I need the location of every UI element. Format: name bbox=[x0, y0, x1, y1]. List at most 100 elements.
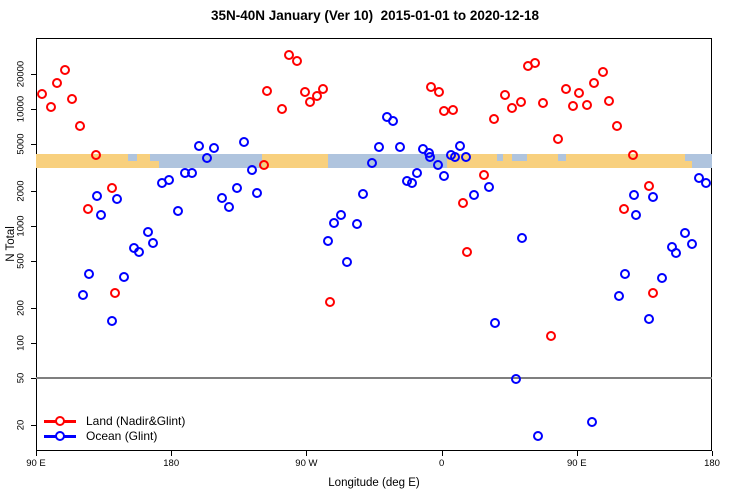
x-tick-label: 90 W bbox=[295, 458, 318, 469]
data-point-land bbox=[582, 100, 592, 111]
y-tick bbox=[31, 73, 36, 75]
legend-item-land: Land (Nadir&Glint) bbox=[44, 413, 185, 428]
data-point-ocean bbox=[432, 160, 443, 171]
data-point-ocean bbox=[111, 194, 122, 205]
legend-label-ocean: Ocean (Glint) bbox=[86, 428, 158, 443]
data-point-land bbox=[507, 102, 518, 113]
data-point-ocean bbox=[172, 206, 183, 217]
x-axis-title: Longitude (deg E) bbox=[328, 477, 420, 489]
data-point-ocean bbox=[107, 316, 117, 327]
data-point-ocean bbox=[209, 142, 219, 153]
y-tick-label: 20000 bbox=[15, 60, 27, 87]
data-point-land bbox=[553, 133, 564, 144]
data-point-ocean bbox=[656, 272, 667, 283]
band-patch-land bbox=[150, 161, 160, 168]
data-point-ocean bbox=[336, 210, 347, 221]
ocean-series-marker-icon bbox=[44, 430, 76, 441]
data-point-land bbox=[259, 160, 270, 171]
data-point-ocean bbox=[701, 178, 712, 189]
data-point-land bbox=[461, 246, 472, 257]
data-point-ocean bbox=[187, 167, 198, 178]
data-point-ocean bbox=[620, 268, 631, 279]
data-point-ocean bbox=[647, 191, 658, 202]
data-point-ocean bbox=[469, 190, 480, 201]
y-axis-title: N Total bbox=[5, 226, 17, 262]
data-point-ocean bbox=[679, 228, 690, 239]
data-point-land bbox=[627, 150, 638, 161]
x-tick-label: 0 bbox=[438, 458, 445, 469]
data-point-land bbox=[489, 113, 500, 124]
data-point-land bbox=[612, 120, 623, 131]
data-point-land bbox=[46, 102, 57, 112]
x-tick-label: 180 bbox=[163, 458, 180, 469]
y-tick bbox=[31, 307, 36, 309]
data-point-ocean bbox=[78, 290, 89, 301]
y-tick bbox=[31, 261, 36, 263]
data-point-ocean bbox=[329, 218, 340, 229]
data-point-ocean bbox=[484, 182, 495, 193]
legend-item-ocean: Ocean (Glint) bbox=[44, 428, 185, 443]
data-point-land bbox=[529, 58, 540, 69]
data-point-ocean bbox=[96, 210, 107, 221]
data-point-ocean bbox=[352, 219, 363, 229]
band-patch-ocean bbox=[497, 154, 504, 161]
data-point-land bbox=[603, 96, 614, 107]
y-tick-label: 20 bbox=[15, 419, 27, 431]
legend: Land (Nadir&Glint) Ocean (Glint) bbox=[44, 413, 185, 443]
x-tick bbox=[171, 451, 173, 456]
data-point-land bbox=[499, 89, 510, 100]
data-point-ocean bbox=[193, 140, 204, 151]
chart-title: 35N-40N January (Ver 10) 2015-01-01 to 2… bbox=[211, 8, 539, 23]
data-point-land bbox=[647, 288, 658, 299]
data-point-ocean bbox=[439, 171, 449, 182]
data-point-ocean bbox=[143, 226, 154, 237]
data-point-land bbox=[448, 105, 459, 116]
data-point-ocean bbox=[134, 246, 145, 257]
x-tick bbox=[441, 451, 443, 456]
data-point-land bbox=[312, 91, 323, 102]
data-point-land bbox=[300, 86, 311, 97]
data-point-land bbox=[110, 288, 121, 299]
data-point-land bbox=[305, 96, 315, 107]
data-point-ocean bbox=[367, 158, 378, 169]
y-tick-label: 200 bbox=[15, 299, 27, 316]
data-point-ocean bbox=[516, 233, 527, 244]
data-point-land bbox=[434, 86, 445, 97]
y-tick bbox=[31, 343, 36, 344]
data-point-land bbox=[439, 105, 449, 116]
y-tick bbox=[31, 378, 36, 380]
x-tick bbox=[712, 451, 713, 456]
y-tick bbox=[31, 144, 36, 146]
legend-label-land: Land (Nadir&Glint) bbox=[86, 413, 186, 428]
data-point-land bbox=[597, 67, 608, 78]
data-point-land bbox=[574, 88, 585, 98]
data-point-ocean bbox=[460, 151, 471, 162]
data-point-ocean bbox=[84, 268, 95, 279]
data-point-ocean bbox=[395, 142, 406, 153]
data-point-ocean bbox=[239, 137, 250, 148]
data-point-ocean bbox=[629, 190, 640, 201]
data-point-land bbox=[644, 180, 655, 191]
y-tick bbox=[31, 190, 36, 192]
y-tick-label: 10000 bbox=[15, 95, 27, 123]
data-point-land bbox=[560, 84, 571, 95]
band-patch-ocean bbox=[127, 154, 137, 161]
data-point-land bbox=[52, 77, 63, 88]
y-tick-label: 50 bbox=[15, 372, 27, 384]
data-point-land bbox=[516, 96, 527, 107]
band-segment-land bbox=[36, 154, 151, 168]
data-point-land bbox=[67, 93, 78, 104]
data-point-land bbox=[568, 101, 579, 112]
data-point-ocean bbox=[91, 191, 102, 202]
reference-line-50 bbox=[36, 377, 712, 380]
data-point-ocean bbox=[231, 183, 242, 194]
data-point-land bbox=[82, 203, 93, 214]
y-tick-label: 500 bbox=[15, 253, 27, 270]
data-point-ocean bbox=[425, 151, 436, 162]
data-point-land bbox=[588, 77, 599, 88]
data-point-ocean bbox=[407, 178, 417, 189]
data-point-ocean bbox=[148, 237, 159, 248]
data-point-ocean bbox=[533, 431, 544, 442]
band-patch-ocean bbox=[558, 154, 566, 161]
